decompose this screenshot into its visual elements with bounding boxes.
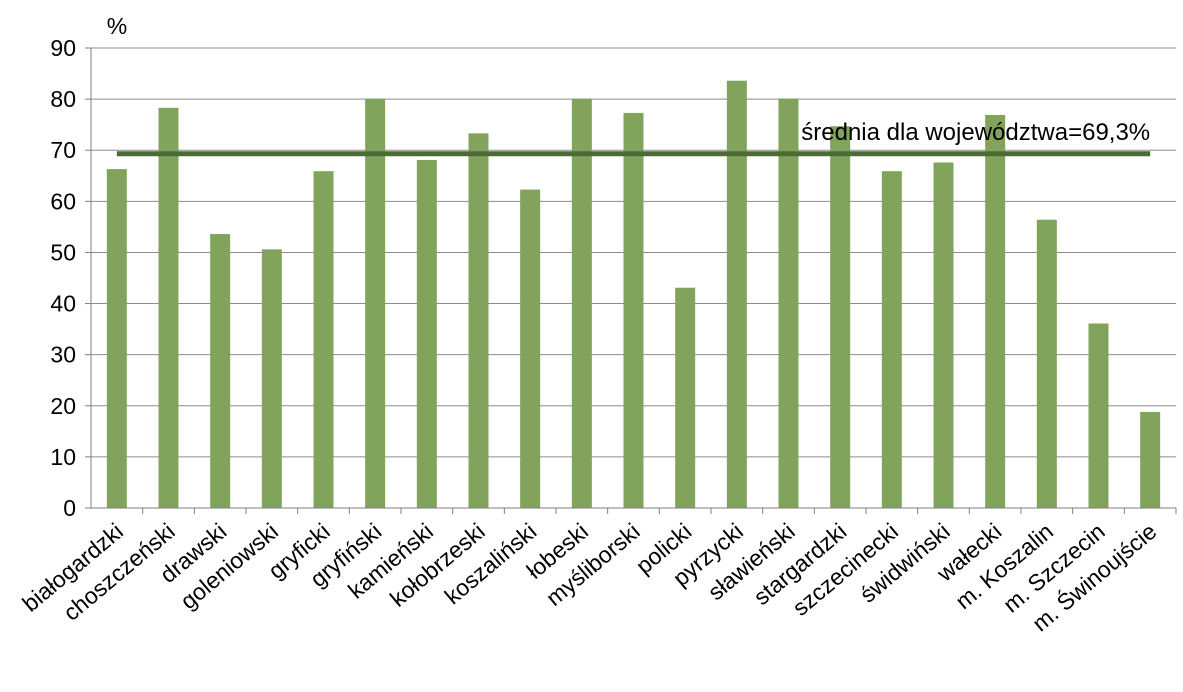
bar [468,133,489,508]
bar [313,171,334,508]
bar [106,169,127,508]
bar [210,234,231,509]
bar [726,80,747,508]
y-axis-title: % [107,13,127,39]
y-tick-label: 20 [50,393,76,419]
bar [520,189,541,509]
bar [933,162,954,508]
bar [778,98,799,508]
bars [106,80,1161,509]
reference-line-label: średnia dla województwa=69,3% [801,119,1150,146]
y-tick-label: 60 [50,188,76,214]
bar [1140,411,1161,508]
axes [85,47,1177,514]
bar [881,171,902,508]
bar [158,107,179,509]
bar [365,98,386,508]
bar [1088,323,1109,508]
bar [675,287,696,508]
bar [985,114,1006,508]
y-tick-label: 90 [50,35,76,61]
bar [571,98,592,508]
bar [416,159,437,508]
bar [261,249,282,508]
y-tick-label: 10 [50,444,76,470]
y-tick-label: 0 [63,495,76,521]
y-tick-label: 70 [50,137,76,163]
bar [623,112,644,509]
y-tick-label: 50 [50,239,76,265]
y-tick-label: 30 [50,342,76,368]
bar [830,126,851,508]
bar [1036,219,1057,508]
y-tick-label: 80 [50,86,76,112]
y-tick-label: 40 [50,291,76,317]
